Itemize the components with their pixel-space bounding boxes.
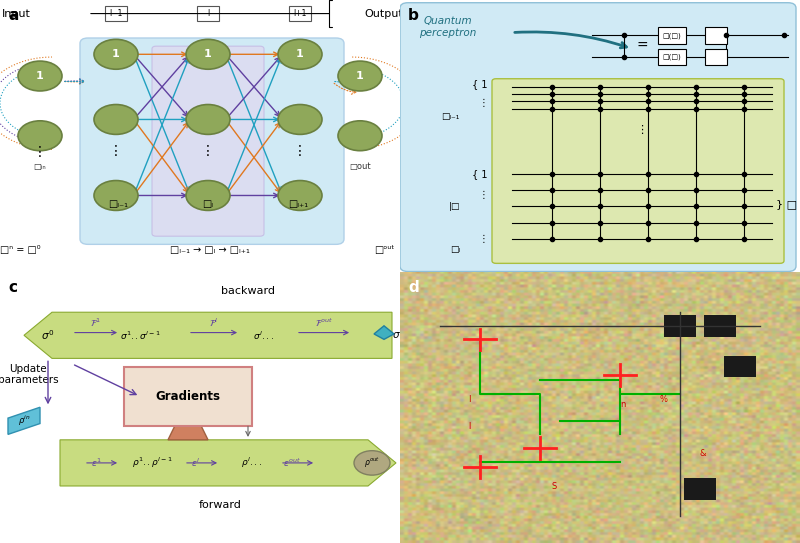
- Circle shape: [94, 39, 138, 69]
- FancyBboxPatch shape: [124, 367, 252, 426]
- Text: Gradients: Gradients: [155, 390, 221, 403]
- Text: □ₗ₋₁: □ₗ₋₁: [108, 199, 128, 209]
- Text: Input: Input: [2, 9, 30, 18]
- Text: $\varepsilon^1$: $\varepsilon^1$: [90, 457, 102, 469]
- Text: $\rho^{in}$: $\rho^{in}$: [18, 414, 30, 428]
- Text: forward: forward: [198, 500, 242, 510]
- Text: I: I: [468, 395, 470, 404]
- Text: } □: } □: [776, 199, 797, 209]
- FancyBboxPatch shape: [492, 79, 784, 263]
- Polygon shape: [60, 440, 396, 486]
- Text: $\rho^l...$: $\rho^l...$: [242, 456, 262, 470]
- Text: $\sigma^1..\sigma^{l-1}$: $\sigma^1..\sigma^{l-1}$: [120, 329, 160, 342]
- Circle shape: [186, 39, 230, 69]
- Text: S: S: [552, 482, 558, 491]
- Text: %: %: [660, 395, 668, 404]
- Text: ⋮: ⋮: [478, 191, 488, 200]
- FancyBboxPatch shape: [705, 27, 727, 43]
- Text: l: l: [468, 422, 470, 431]
- Bar: [664, 315, 696, 337]
- Circle shape: [186, 104, 230, 134]
- Text: { 1: { 1: [473, 79, 488, 89]
- Polygon shape: [24, 312, 392, 358]
- Text: 1: 1: [36, 71, 44, 81]
- Text: a: a: [8, 8, 18, 23]
- Text: l−1: l−1: [110, 9, 122, 18]
- Text: □(□): □(□): [662, 32, 682, 39]
- Text: n: n: [620, 400, 626, 409]
- Circle shape: [18, 61, 62, 91]
- Circle shape: [278, 104, 322, 134]
- FancyBboxPatch shape: [400, 3, 796, 272]
- Polygon shape: [168, 424, 208, 440]
- Text: $\sigma^0$: $\sigma^0$: [42, 329, 54, 342]
- Text: $\varepsilon^l$: $\varepsilon^l$: [191, 457, 201, 469]
- Bar: [684, 478, 716, 500]
- FancyBboxPatch shape: [197, 6, 219, 21]
- Text: =: =: [636, 39, 648, 53]
- Text: l: l: [207, 9, 209, 18]
- Circle shape: [94, 180, 138, 211]
- Circle shape: [18, 121, 62, 150]
- Text: □ₗ: □ₗ: [450, 245, 460, 254]
- Bar: [704, 315, 736, 337]
- FancyBboxPatch shape: [105, 6, 127, 21]
- Text: ⋮: ⋮: [478, 234, 488, 244]
- Text: backward: backward: [221, 286, 275, 295]
- Text: d: d: [408, 280, 418, 295]
- FancyBboxPatch shape: [152, 46, 264, 236]
- Text: $\mathcal{F}^1$: $\mathcal{F}^1$: [90, 316, 102, 329]
- Text: □out: □out: [349, 162, 371, 171]
- Polygon shape: [374, 326, 394, 339]
- Circle shape: [94, 104, 138, 134]
- Text: $\sigma^l...$: $\sigma^l...$: [254, 329, 274, 342]
- FancyBboxPatch shape: [705, 49, 727, 65]
- Text: $\mathcal{F}^{out}$: $\mathcal{F}^{out}$: [314, 316, 334, 329]
- Text: $\sigma^{out}$: $\sigma^{out}$: [392, 327, 413, 341]
- Text: b: b: [408, 8, 419, 23]
- Text: |□: |□: [449, 202, 460, 211]
- Circle shape: [338, 121, 382, 150]
- Polygon shape: [8, 407, 40, 434]
- Text: Update
parameters: Update parameters: [0, 364, 58, 386]
- Text: &: &: [700, 449, 706, 458]
- Text: □ₗ₋₁ → □ₗ → □ₗ₊₁: □ₗ₋₁ → □ₗ → □ₗ₊₁: [170, 245, 250, 255]
- Text: ⋮: ⋮: [293, 144, 307, 157]
- Text: { 1: { 1: [473, 169, 488, 179]
- FancyBboxPatch shape: [658, 49, 686, 65]
- Text: ⋮: ⋮: [478, 98, 488, 108]
- FancyBboxPatch shape: [658, 27, 686, 43]
- Text: c: c: [8, 280, 17, 295]
- Text: ⋮: ⋮: [33, 145, 47, 159]
- FancyBboxPatch shape: [289, 6, 311, 21]
- Text: ⋮: ⋮: [201, 144, 215, 157]
- Circle shape: [338, 61, 382, 91]
- Bar: [724, 356, 756, 377]
- Text: □ₗ₋₁: □ₗ₋₁: [442, 112, 460, 121]
- Text: 1: 1: [112, 49, 120, 59]
- Text: □(□): □(□): [662, 54, 682, 60]
- Circle shape: [186, 180, 230, 211]
- Text: □ᵒᵘᵗ: □ᵒᵘᵗ: [374, 245, 394, 255]
- Text: □ₗ₊₁: □ₗ₊₁: [288, 199, 308, 209]
- Circle shape: [354, 451, 390, 475]
- Text: □ⁿ = □⁰: □ⁿ = □⁰: [0, 245, 40, 255]
- Text: $\rho^1..\rho^{l-1}$: $\rho^1..\rho^{l-1}$: [132, 456, 172, 470]
- Text: □ₗ: □ₗ: [202, 199, 214, 209]
- Text: Output: Output: [365, 9, 403, 18]
- FancyBboxPatch shape: [80, 38, 344, 244]
- Text: 1: 1: [296, 49, 304, 59]
- Text: $\mathcal{F}^l$: $\mathcal{F}^l$: [209, 316, 219, 329]
- Circle shape: [278, 39, 322, 69]
- Text: □ᵢₙ: □ᵢₙ: [34, 162, 46, 171]
- Text: Quantum
perceptron: Quantum perceptron: [419, 16, 477, 38]
- Text: ⋮: ⋮: [637, 125, 647, 135]
- Text: l+1: l+1: [294, 9, 306, 18]
- Text: $\rho^{out}$: $\rho^{out}$: [364, 456, 380, 470]
- Text: 1: 1: [356, 71, 364, 81]
- Text: $\varepsilon^{out}$: $\varepsilon^{out}$: [283, 457, 301, 469]
- Text: 1: 1: [204, 49, 212, 59]
- Text: ⋮: ⋮: [109, 144, 123, 157]
- Circle shape: [278, 180, 322, 211]
